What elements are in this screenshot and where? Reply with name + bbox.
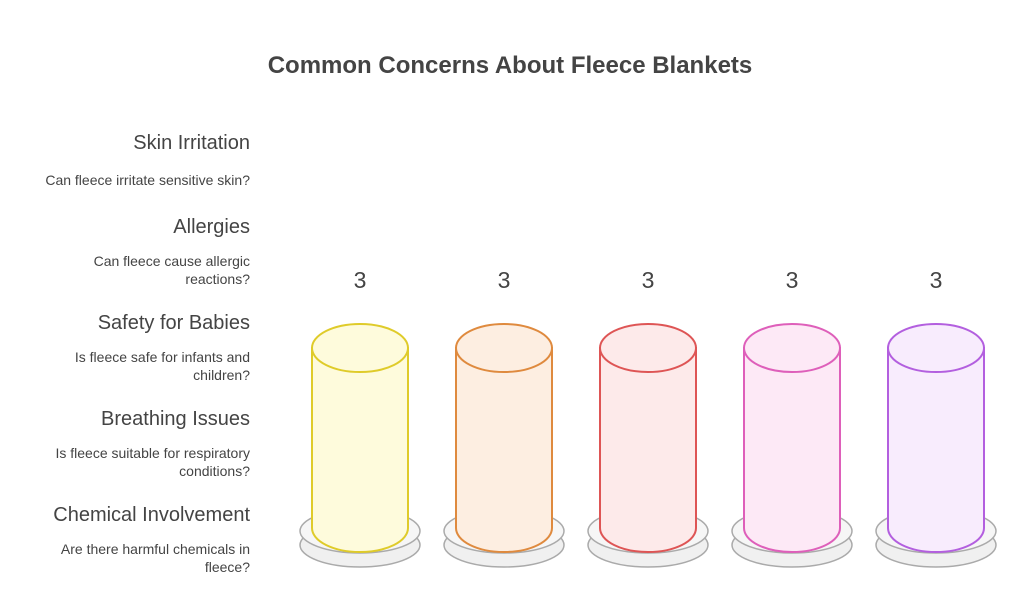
cylinder-top — [887, 323, 985, 373]
value-label: 3 — [354, 267, 367, 293]
heading: Breathing Issues — [101, 408, 250, 430]
heading: Chemical Involvement — [53, 504, 250, 526]
heading: Allergies — [173, 216, 250, 238]
heading: Safety for Babies — [97, 312, 250, 334]
value-label: 3 — [498, 267, 511, 293]
cylinder-body — [599, 347, 697, 553]
question: Is fleece safe for infants and children? — [74, 349, 250, 383]
cylinder-top — [743, 323, 841, 373]
cylinder-top — [311, 323, 409, 373]
cylinder-body — [743, 347, 841, 553]
cylinder-body — [455, 347, 553, 553]
question: Can fleece irritate sensitive skin? — [45, 172, 250, 188]
value-label: 3 — [642, 267, 655, 293]
question: Can fleece cause allergic reactions? — [93, 253, 250, 287]
value-label: 3 — [930, 267, 943, 293]
value-label: 3 — [786, 267, 799, 293]
question: Is fleece suitable for respiratory condi… — [55, 445, 250, 479]
cylinder-body — [887, 347, 985, 553]
heading: Skin Irritation — [133, 132, 250, 154]
question: Are there harmful chemicals in fleece? — [60, 541, 250, 575]
cylinder-top — [599, 323, 697, 373]
title: Common Concerns About Fleece Blankets — [267, 52, 753, 79]
cylinder-body — [311, 347, 409, 553]
cylinder-top — [455, 323, 553, 373]
